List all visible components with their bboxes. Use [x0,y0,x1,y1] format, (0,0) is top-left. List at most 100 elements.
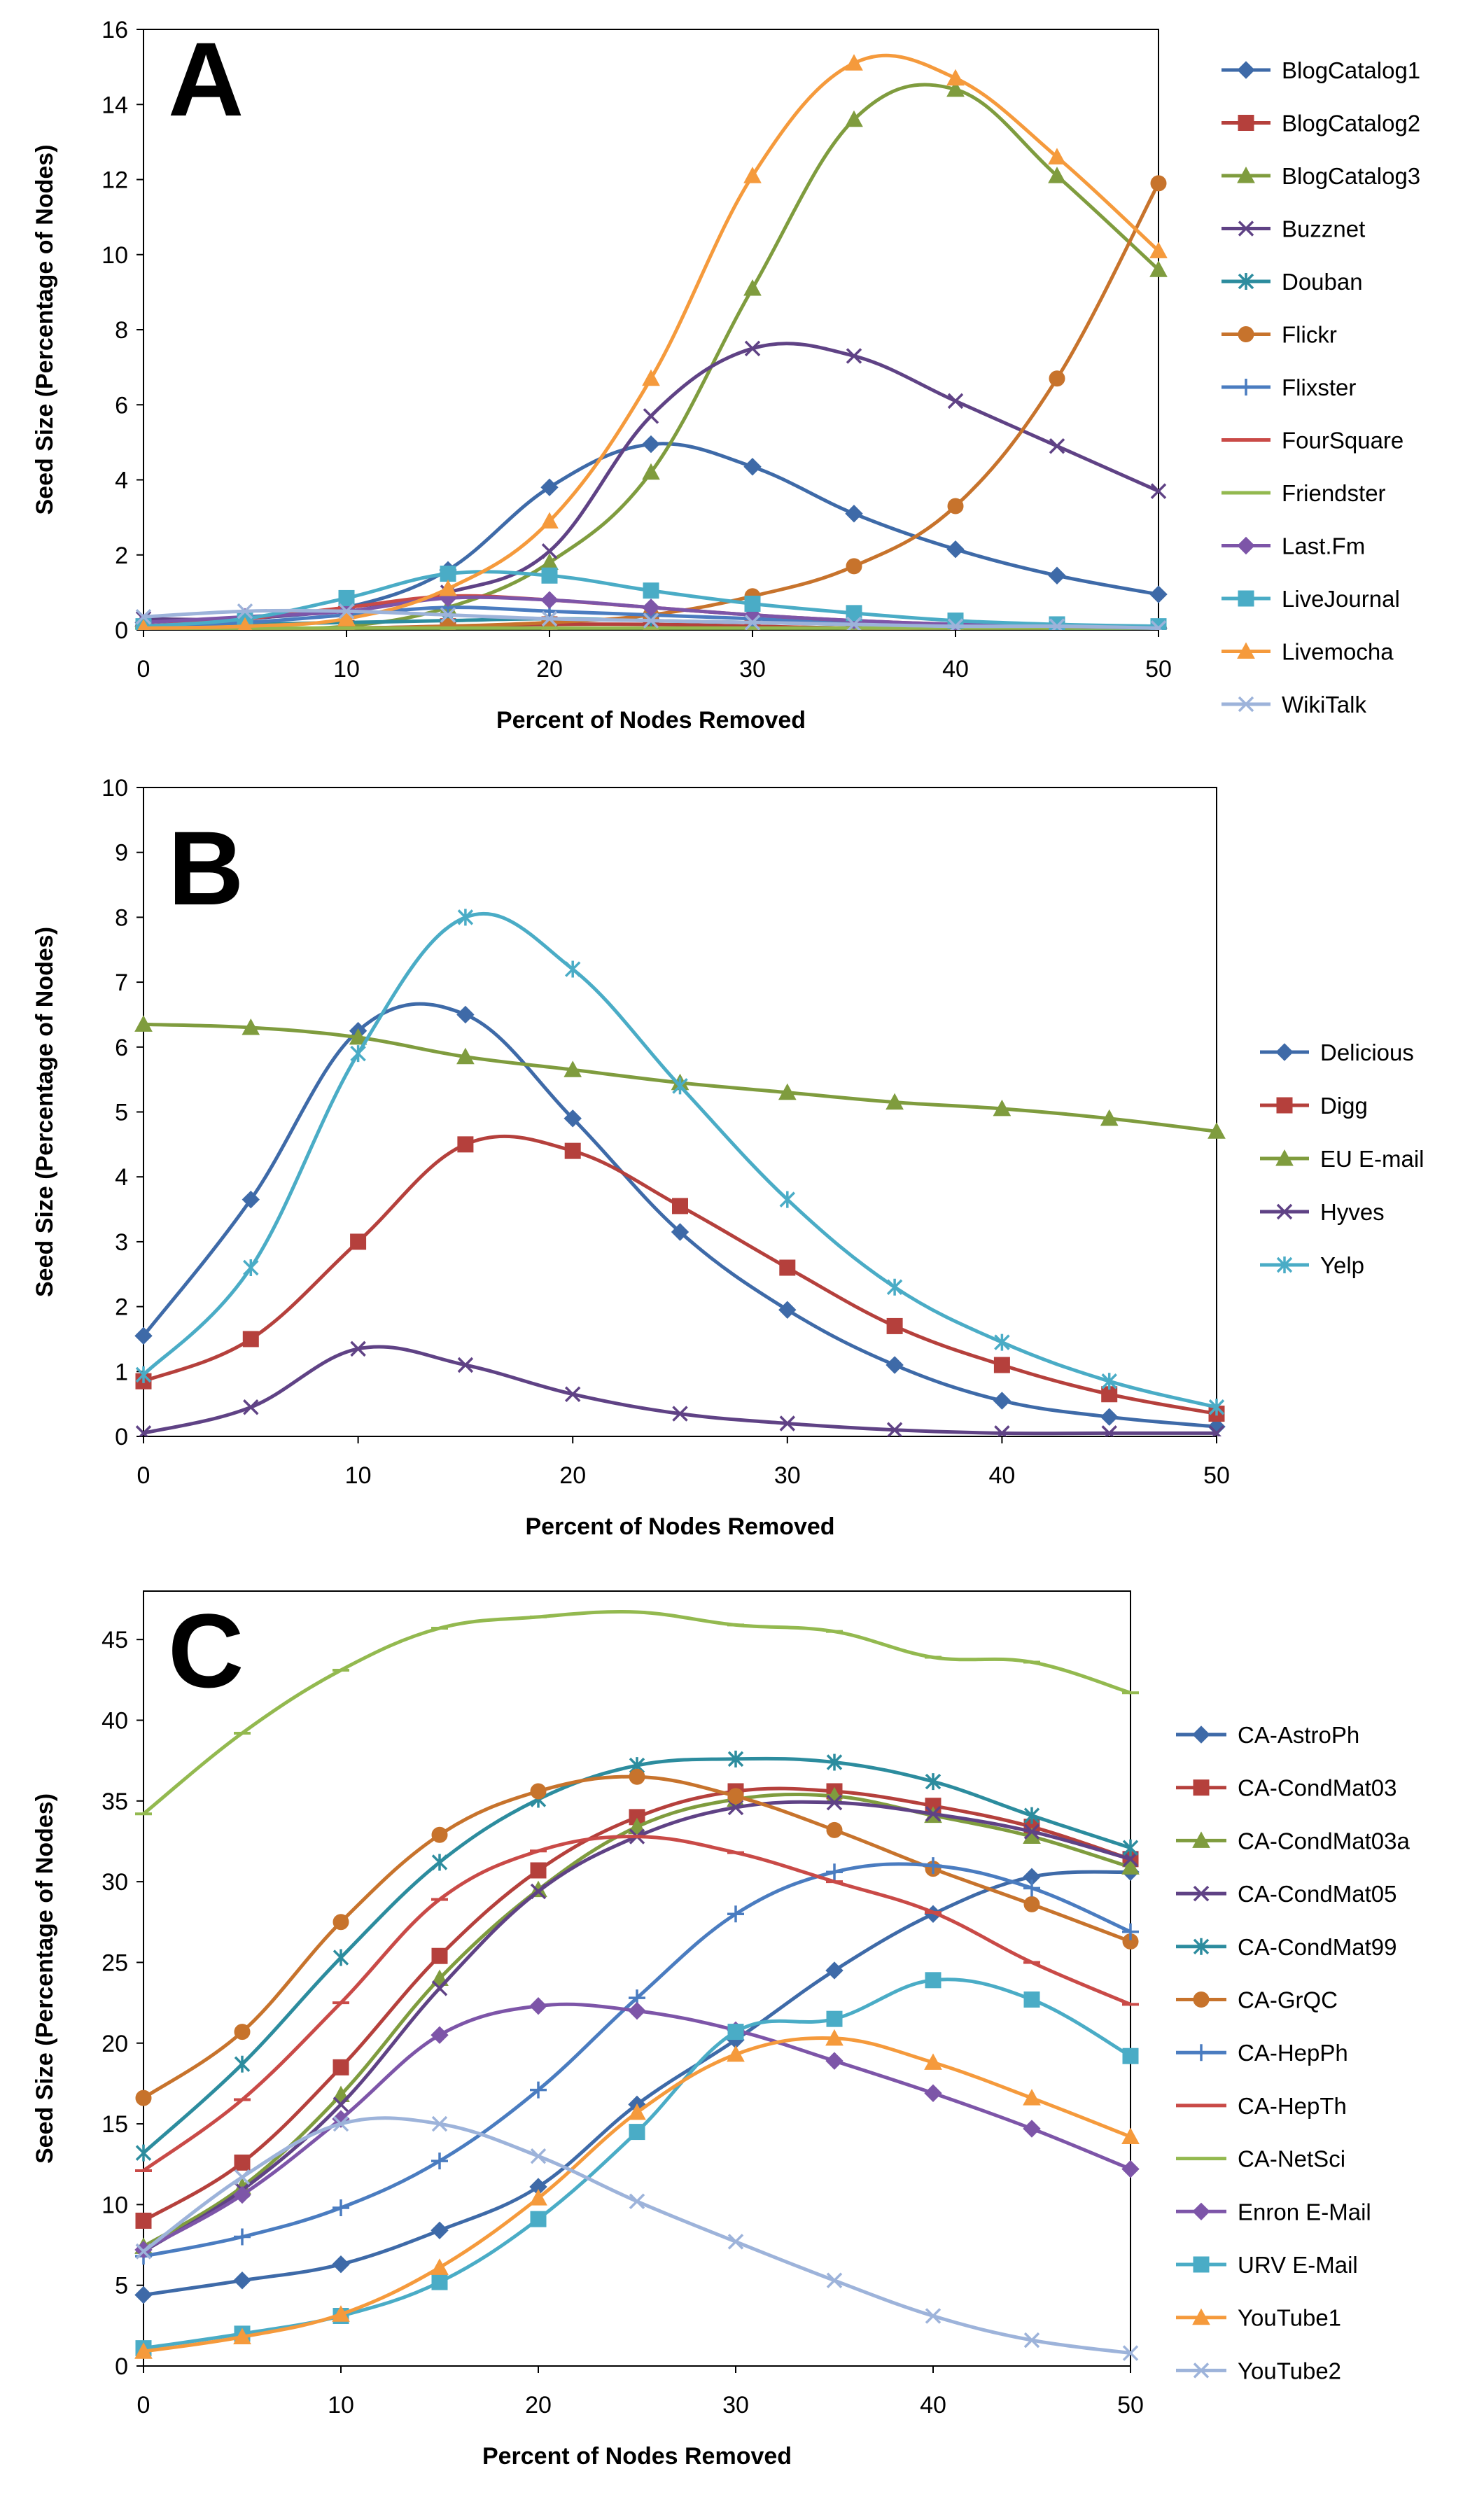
y-tick-label: 4 [115,1164,128,1191]
series-livemocha [137,53,1168,630]
legend-item: Livemocha [1222,639,1394,665]
legend-marker [1238,379,1254,396]
x-tick-label: 20 [525,2392,552,2418]
y-tick-label: 4 [115,468,128,494]
data-point [993,1099,1011,1116]
data-point [743,458,762,476]
data-point [826,1754,843,1771]
legend-marker [1276,1203,1293,1220]
data-point [845,505,863,523]
data-point [1122,1923,1139,1940]
data-point [1023,1896,1040,1912]
legend-marker [1237,61,1255,79]
data-point [135,1366,152,1383]
data-point [994,1425,1010,1436]
data-point [234,2055,251,2073]
data-point [727,1905,744,1923]
legend-label: CA-GrQC [1238,1987,1338,2013]
y-tick-label: 0 [115,617,128,644]
legend-item: Flixster [1222,374,1356,400]
data-point [846,605,862,622]
legend-marker [1238,115,1254,131]
data-point [993,1392,1011,1410]
data-point [946,69,965,86]
x-tick-label: 40 [988,1462,1015,1489]
data-point [743,279,762,296]
legend-item: Flickr [1222,322,1337,348]
series-ca-condmat99 [135,1750,1139,2162]
x-axis-label: Percent of Nodes Removed [496,707,806,734]
data-point [1023,1879,1040,1897]
data-point [744,340,761,357]
legend-label: YouTube1 [1238,2305,1341,2331]
x-tick-label: 10 [333,656,360,682]
data-point [744,615,761,630]
legend-label: CA-CondMat05 [1238,1881,1396,1907]
x-tick-label: 50 [1117,2392,1144,2418]
data-point [564,1110,582,1128]
data-point [642,598,660,617]
data-point [564,1386,581,1402]
data-point [846,558,862,575]
data-point [135,2212,152,2229]
plot-area [143,1590,1131,2367]
legend-item: CA-AstroPh [1176,1722,1359,1748]
series-ca-grqc [135,1768,1139,2106]
y-tick-label: 0 [115,1424,128,1450]
data-point [439,579,457,596]
legend-item: URV E-Mail [1176,2252,1358,2278]
data-point [1049,618,1065,630]
legend-item: CA-CondMat03a [1176,1828,1410,1854]
data-point [440,607,456,623]
y-tick-label: 30 [102,1869,128,1896]
x-tick-label: 40 [942,656,969,682]
data-point [1122,2047,1139,2064]
y-tick-label: 12 [102,167,128,194]
data-point [234,2169,251,2185]
data-point [1208,1425,1225,1436]
legend-marker [1192,2202,1210,2221]
data-point [925,1773,941,1791]
y-tick-label: 10 [102,242,128,269]
series-line [142,1786,1131,2222]
data-point [1023,1991,1040,2008]
data-point [1208,1418,1226,1436]
data-point [564,960,581,978]
data-point [629,2124,645,2141]
data-point [925,1806,941,1822]
legend-label: Douban [1282,269,1363,295]
legend-marker [1193,2362,1210,2379]
data-point [886,1356,904,1374]
y-tick-label: 5 [115,2273,128,2300]
legend-label: CA-HepPh [1238,2040,1348,2066]
data-point [1149,241,1168,258]
series-line [143,53,1160,630]
data-point [237,603,253,620]
legend-item: Yelp [1260,1252,1364,1278]
legend-marker [1192,2308,1210,2325]
y-axis-label: Seed Size (Percentage of Nodes) [31,1793,58,2164]
data-point [134,1326,153,1345]
legend-marker [1192,1726,1210,1744]
data-point [530,2211,547,2227]
data-point [628,1817,646,1835]
data-point [337,609,356,626]
data-point [135,608,152,625]
legend-item: CA-GrQC [1176,1987,1338,2013]
legend-item: BlogCatalog2 [1222,111,1420,136]
legend-label: FourSquare [1282,428,1404,454]
data-point [431,1980,448,1996]
y-tick-label: 2 [115,1294,128,1321]
data-point [643,582,659,599]
legend-marker [1238,326,1254,342]
data-point [727,2024,744,2040]
x-tick-label: 0 [137,2392,150,2418]
legend-item: WikiTalk [1222,692,1366,718]
data-point [332,2096,349,2113]
x-axis-label: Percent of Nodes Removed [482,2443,792,2470]
data-point [135,2144,152,2162]
data-point [629,2193,645,2209]
data-point [1208,1399,1225,1416]
data-point [825,2052,844,2070]
data-point [672,1198,688,1214]
